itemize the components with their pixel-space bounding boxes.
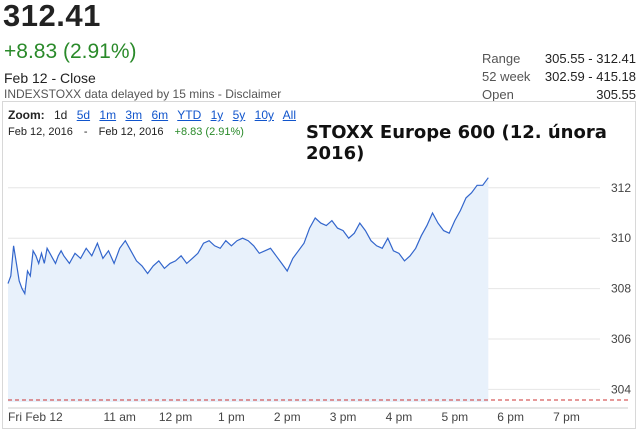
y-tick-label: 306 — [611, 332, 631, 346]
stat-value: 305.55 - 312.41 — [544, 51, 636, 66]
zoom-option-6m[interactable]: 6m — [151, 108, 169, 122]
x-tick-label: 12 pm — [159, 410, 192, 424]
x-tick-label: 5 pm — [441, 410, 468, 424]
range-change: +8.83 (2.91%) — [174, 126, 244, 138]
y-tick-label: 310 — [611, 231, 631, 245]
range-end-date[interactable]: Feb 12, 2016 — [98, 126, 164, 138]
date-range-bar: Feb 12, 2016 - Feb 12, 2016 +8.83 (2.91%… — [8, 126, 244, 138]
x-tick-label: Fri Feb 12 — [8, 410, 63, 424]
x-tick-label: 7 pm — [553, 410, 580, 424]
price-change: +8.83 (2.91%) — [4, 40, 137, 63]
zoom-option-1y[interactable]: 1y — [210, 108, 224, 122]
range-start-date[interactable]: Feb 12, 2016 — [8, 126, 73, 138]
zoom-option-3m[interactable]: 3m — [125, 108, 143, 122]
series-area — [8, 177, 489, 402]
x-tick-label: 3 pm — [330, 410, 357, 424]
y-tick-label: 312 — [611, 181, 631, 195]
y-tick-label: 308 — [611, 282, 631, 296]
stat-52-week: 52 week 302.59 - 415.18 — [482, 69, 636, 87]
zoom-option-1d[interactable]: 1d — [54, 108, 68, 122]
stat-open: Open 305.55 — [482, 87, 636, 105]
chart-title: STOXX Europe 600 (12. února 2016) — [306, 122, 607, 164]
zoom-option-5d[interactable]: 5d — [76, 108, 91, 122]
zoom-label: Zoom: — [8, 108, 45, 122]
close-label: Feb 12 - Close — [4, 70, 96, 86]
stat-value: 305.55 — [596, 87, 636, 102]
disclaimer-link[interactable]: Disclaimer — [225, 87, 282, 101]
y-tick-label: 304 — [611, 382, 631, 396]
disclaimer-prefix: INDEXSTOXX data delayed by 15 mins - — [4, 87, 226, 101]
series-line — [7, 177, 489, 296]
zoom-option-5y[interactable]: 5y — [232, 108, 246, 122]
zoom-option-all[interactable]: All — [282, 108, 297, 122]
stat-label: Range — [482, 51, 521, 66]
x-tick-label: 11 am — [103, 410, 135, 424]
price-value: 312.41 — [3, 0, 101, 33]
x-tick-label: 1 pm — [218, 410, 245, 424]
stat-value: 302.59 - 415.18 — [544, 69, 636, 84]
stats-table: Range 305.55 - 312.41 52 week 302.59 - 4… — [482, 51, 636, 105]
x-tick-label: 6 pm — [497, 410, 524, 424]
stat-label: 52 week — [482, 69, 531, 84]
range-separator: - — [83, 126, 88, 138]
stat-label: Open — [482, 87, 514, 102]
zoom-option-1m[interactable]: 1m — [99, 108, 117, 122]
x-tick-label: 4 pm — [386, 410, 413, 424]
x-tick-label: 2 pm — [274, 410, 301, 424]
data-source-note: INDEXSTOXX data delayed by 15 mins - Dis… — [4, 87, 281, 101]
zoom-bar: Zoom: 1d 5d 1m 3m 6m YTD 1y 5y 10y All — [8, 108, 302, 122]
stat-range: Range 305.55 - 312.41 — [482, 51, 636, 69]
zoom-option-10y[interactable]: 10y — [254, 108, 274, 122]
zoom-option-ytd[interactable]: YTD — [177, 108, 202, 122]
